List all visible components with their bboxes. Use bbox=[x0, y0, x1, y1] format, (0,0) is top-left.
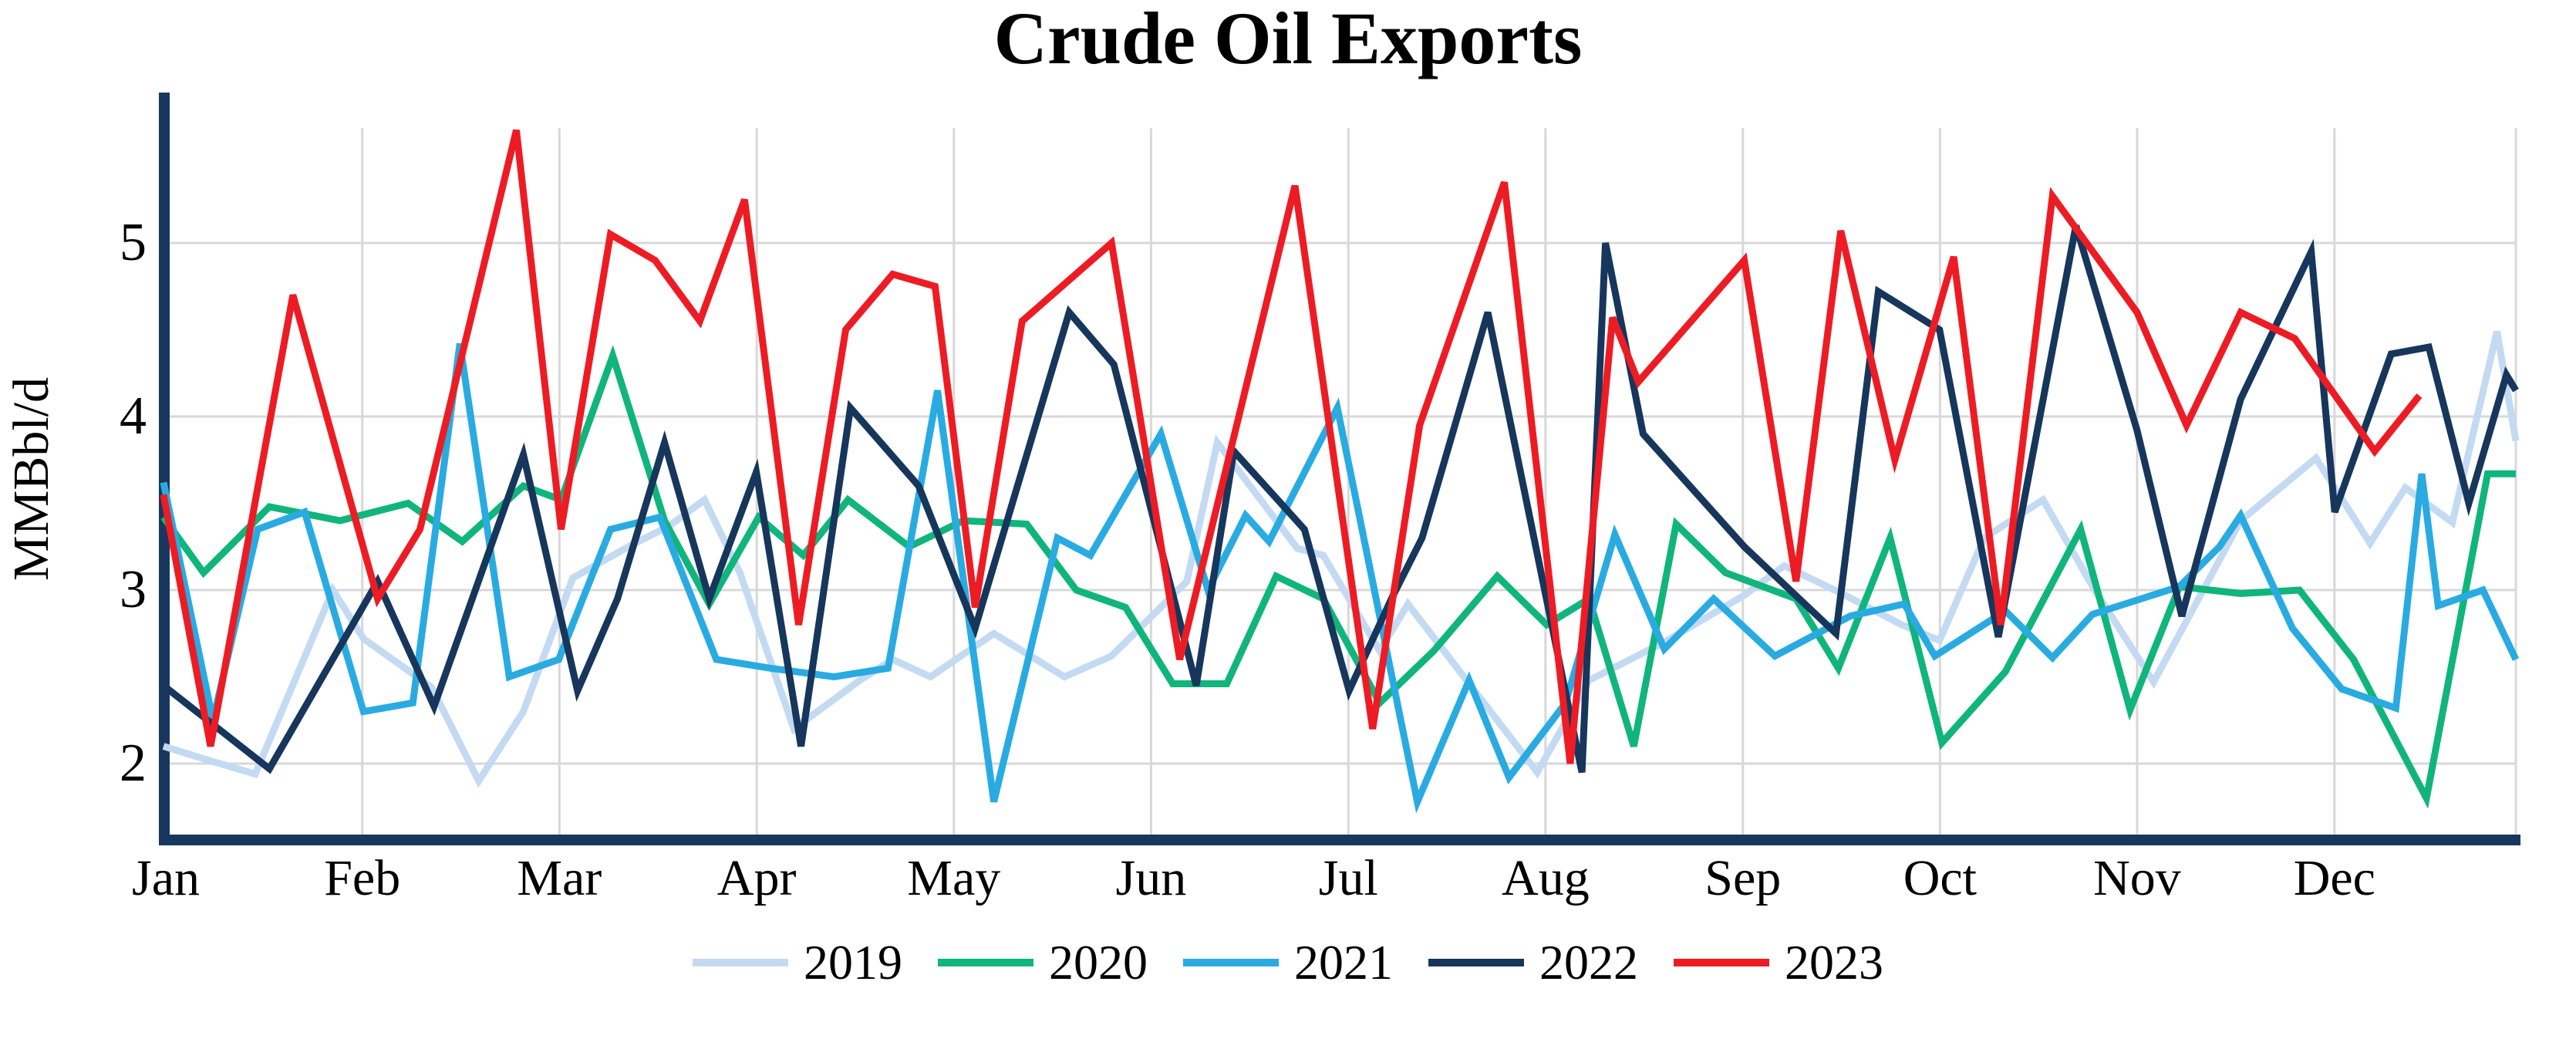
x-tick-label-Jun: Jun bbox=[1115, 850, 1187, 906]
legend-label-2019: 2019 bbox=[804, 935, 902, 990]
legend-swatch-2020 bbox=[938, 959, 1033, 966]
series-line-2022 bbox=[161, 224, 2519, 774]
x-tick-label-Jan: Jan bbox=[132, 850, 201, 906]
x-tick-label-Aug: Aug bbox=[1502, 850, 1590, 906]
legend-label-2023: 2023 bbox=[1785, 935, 1883, 990]
axis-spines bbox=[159, 93, 2520, 845]
legend-swatch-2019 bbox=[693, 959, 788, 966]
legend-item-2023: 2023 bbox=[1674, 938, 1883, 987]
series-line-2019 bbox=[162, 330, 2520, 788]
legend-label-2020: 2020 bbox=[1049, 935, 1148, 990]
legend-label-2022: 2022 bbox=[1539, 935, 1638, 990]
legend-swatch-2022 bbox=[1428, 959, 1524, 966]
x-tick-label-Feb: Feb bbox=[324, 850, 401, 906]
x-tick-label-Sep: Sep bbox=[1704, 850, 1782, 906]
legend: 2019 2020 2021 2022 2023 bbox=[0, 938, 2576, 987]
x-tick-label-Jul: Jul bbox=[1318, 850, 1378, 906]
x-tick-label-May: May bbox=[907, 850, 1001, 906]
chart-title: Crude Oil Exports bbox=[993, 0, 1583, 79]
x-tick-label-Oct: Oct bbox=[1903, 850, 1978, 906]
x-tick-label-Mar: Mar bbox=[517, 850, 602, 906]
series-line-2023 bbox=[160, 129, 2423, 764]
legend-item-2022: 2022 bbox=[1428, 938, 1638, 987]
legend-item-2019: 2019 bbox=[693, 938, 902, 987]
legend-item-2020: 2020 bbox=[938, 938, 1148, 987]
x-tick-label-Nov: Nov bbox=[2093, 850, 2181, 906]
legend-label-2021: 2021 bbox=[1294, 935, 1393, 990]
series-line-2021 bbox=[160, 342, 2520, 814]
legend-swatch-2023 bbox=[1674, 959, 1769, 966]
x-tick-label-Dec: Dec bbox=[2293, 850, 2375, 906]
legend-swatch-2021 bbox=[1183, 959, 1279, 966]
legend-item-2021: 2021 bbox=[1183, 938, 1393, 987]
x-tick-label-Apr: Apr bbox=[716, 850, 797, 906]
